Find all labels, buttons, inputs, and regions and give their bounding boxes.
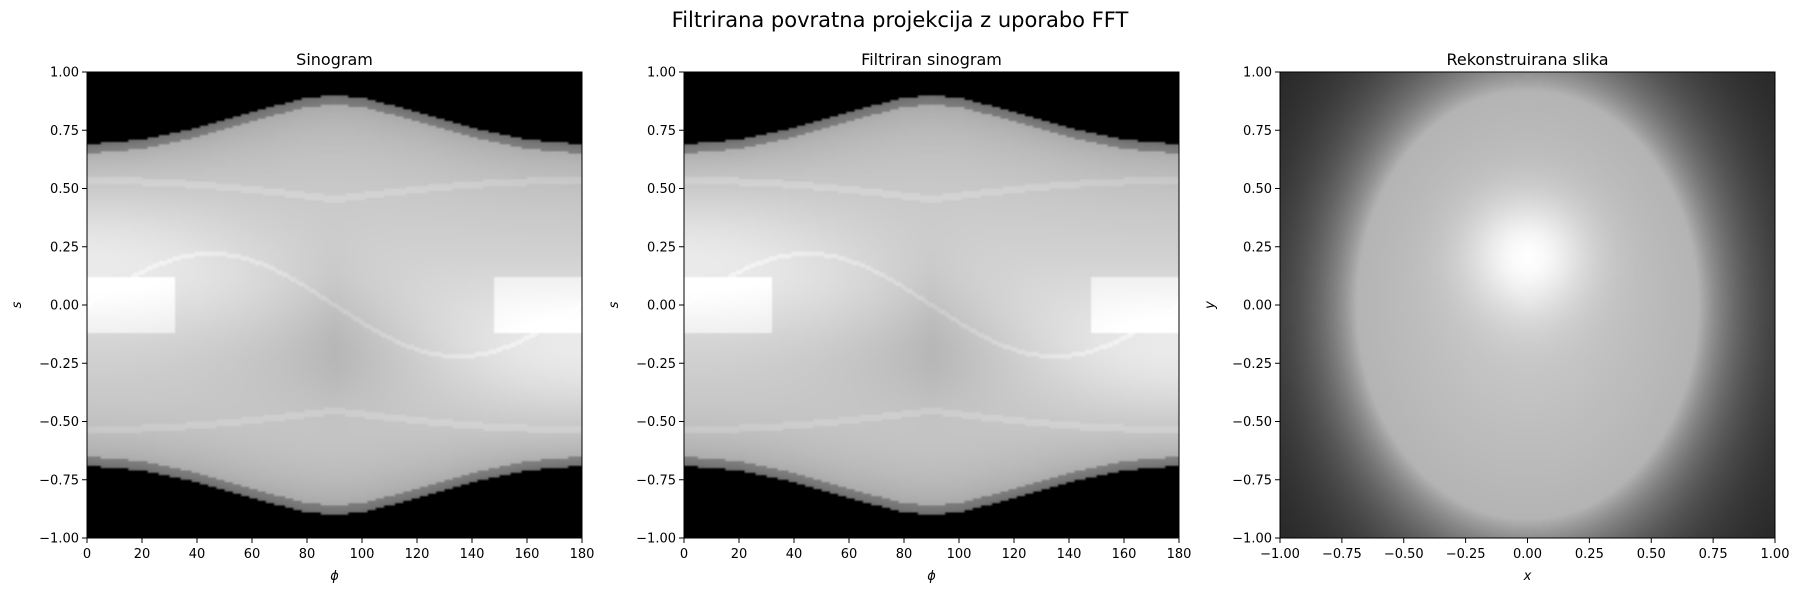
x-tick-label: 60: [244, 547, 261, 562]
x-tick-label: 120: [1002, 547, 1027, 562]
y-tick-label: 0.75: [1243, 124, 1272, 139]
y-tick-label: 0.50: [1243, 182, 1272, 197]
x-tick-label: 180: [1167, 547, 1192, 562]
x-tick-label: 80: [299, 547, 316, 562]
y-tick-label: 0.00: [1243, 299, 1272, 314]
chart-panel-3: Rekonstruirana slika −1.00 −0.75 −0.50 −0.25…: [1203, 50, 1789, 584]
y-tick-label: 0.75: [50, 124, 79, 139]
x-tick-label: −0.25: [1446, 547, 1486, 562]
y-tick-label: 1.00: [647, 66, 676, 81]
x-tick-label: 100: [947, 547, 972, 562]
x-tick-label: 20: [731, 547, 748, 562]
y-tick-label: −0.50: [636, 415, 676, 430]
x-tick-label: 80: [896, 547, 913, 562]
x-tick-label: 0: [680, 547, 688, 562]
x-tick-label: 40: [189, 547, 206, 562]
x-tick-label: 160: [1112, 547, 1137, 562]
x-tick-label: 0.50: [1637, 547, 1666, 562]
chart-panel-2: Filtriran sinogram 0 20 40 60 80 100 120 140 160 1…: [607, 50, 1191, 584]
x-tick-label: 20: [134, 547, 151, 562]
x-tick-label: 40: [786, 547, 803, 562]
x-axis-label: x: [1523, 569, 1532, 584]
figure-title: Filtrirana povratna projekcija z uporabo…: [671, 8, 1129, 32]
y-tick-label: −0.25: [39, 357, 79, 372]
y-tick-label: −0.75: [1232, 473, 1272, 488]
y-axis-label: s: [10, 301, 25, 308]
chart-title: Filtriran sinogram: [861, 50, 1002, 69]
y-axis-label: s: [607, 301, 622, 308]
x-tick-label: 140: [460, 547, 485, 562]
x-tick-label: 60: [841, 547, 858, 562]
x-tick-label: −1.00: [1260, 547, 1300, 562]
x-tick-label: 0: [83, 547, 91, 562]
y-tick-label: −1.00: [1232, 532, 1272, 547]
y-tick-label: −1.00: [636, 532, 676, 547]
chart-title: Sinogram: [296, 50, 373, 69]
y-tick-label: −0.75: [636, 473, 676, 488]
y-tick-label: 0.00: [647, 299, 676, 314]
x-tick-label: 140: [1057, 547, 1082, 562]
chart-panel-1: Sinogram 0 20 40 60 80 100 120 140 160 180 −1.00 −0.…: [10, 50, 594, 584]
x-tick-label: −0.50: [1384, 547, 1424, 562]
y-tick-label: 0.25: [50, 240, 79, 255]
y-tick-label: 0.50: [50, 182, 79, 197]
y-tick-label: −0.50: [39, 415, 79, 430]
y-tick-label: 0.75: [647, 124, 676, 139]
x-tick-label: −0.75: [1322, 547, 1362, 562]
y-axis-label: y: [1203, 301, 1218, 310]
y-tick-label: 0.25: [1243, 240, 1272, 255]
x-tick-label: 180: [570, 547, 595, 562]
heatmap-image-1: [87, 72, 582, 538]
heatmap-image-3: [1280, 72, 1775, 538]
y-tick-label: −1.00: [39, 532, 79, 547]
y-tick-label: −0.75: [39, 473, 79, 488]
y-tick-label: 0.50: [647, 182, 676, 197]
x-tick-label: 120: [405, 547, 430, 562]
x-axis-label: ϕ: [927, 569, 936, 584]
x-tick-label: 0.00: [1513, 547, 1542, 562]
y-tick-label: 0.25: [647, 240, 676, 255]
x-axis-label: ϕ: [330, 569, 339, 584]
x-tick-label: 0.75: [1699, 547, 1728, 562]
x-tick-label: 160: [515, 547, 540, 562]
chart-title: Rekonstruirana slika: [1446, 50, 1608, 69]
x-tick-label: 100: [350, 547, 375, 562]
heatmap-image-2: [684, 72, 1179, 538]
x-tick-label: 1.00: [1761, 547, 1790, 562]
y-tick-label: −0.50: [1232, 415, 1272, 430]
y-tick-label: 1.00: [50, 66, 79, 81]
y-tick-label: −0.25: [1232, 357, 1272, 372]
y-tick-label: 1.00: [1243, 66, 1272, 81]
x-tick-label: 0.25: [1575, 547, 1604, 562]
y-tick-label: 0.00: [50, 299, 79, 314]
y-tick-label: −0.25: [636, 357, 676, 372]
